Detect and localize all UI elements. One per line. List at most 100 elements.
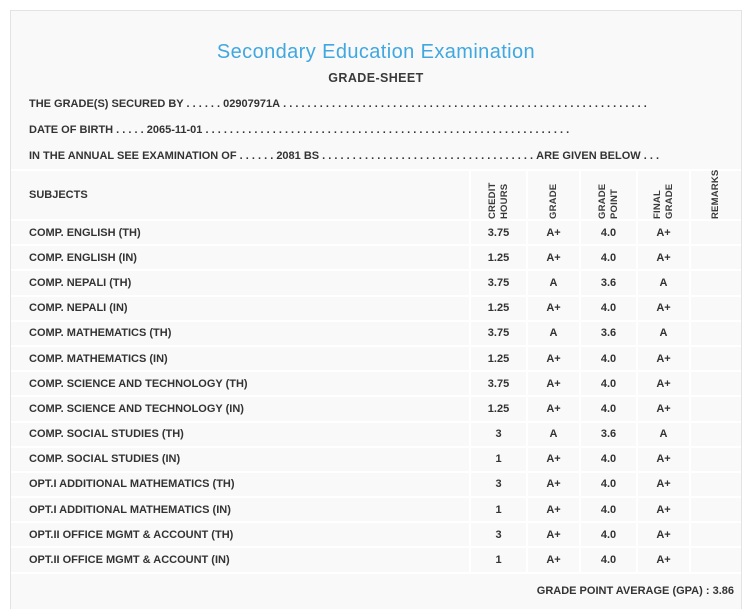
table-row: COMP. SCIENCE AND TECHNOLOGY (IN) 1.25 A… — [11, 397, 741, 423]
subject-cell: COMP. NEPALI (TH) — [29, 276, 132, 289]
table-row: OPT.I ADDITIONAL MATHEMATICS (TH) 3 A+ 4… — [11, 472, 741, 499]
grade-cell: A+ — [526, 472, 579, 497]
grade-point-cell: 4.0 — [579, 346, 636, 371]
grade-cell: A+ — [526, 296, 579, 320]
credit-hours-cell: 3.75 — [469, 271, 526, 295]
remarks-cell — [689, 221, 741, 245]
info-line-grades-secured-by: THE GRADE(S) SECURED BY . . . . . . 0290… — [29, 91, 659, 117]
grades-table: SUBJECTS CREDIT HOURS GRADE GRADE POINT … — [11, 169, 741, 608]
dot-leader: . . . . . . . . . . . . . . . . . . . . … — [322, 150, 536, 162]
credit-hours-cell: 1 — [469, 548, 526, 572]
credit-hours-rotated-label: CREDIT HOURS — [486, 182, 510, 219]
final-grade-cell: A — [636, 321, 689, 345]
credit-hours-cell: 1.25 — [469, 296, 526, 320]
dot-leader: . . . . . . . . . . . . . . . . . . . . … — [280, 98, 647, 110]
info-line-exam-year: IN THE ANNUAL SEE EXAMINATION OF . . . .… — [29, 143, 659, 169]
table-row: OPT.II OFFICE MGMT & ACCOUNT (TH) 3 A+ 4… — [11, 523, 741, 549]
gpa-footer: GRADE POINT AVERAGE (GPA) : 3.86 — [11, 574, 741, 608]
grade-point-rotated-label: GRADE POINT — [596, 183, 620, 219]
grade-cell: A+ — [526, 372, 579, 396]
grade-rotated-label: GRADE — [547, 183, 559, 219]
remarks-cell — [689, 397, 741, 421]
gpa-label: GRADE POINT AVERAGE (GPA) : — [536, 584, 713, 597]
subject-cell: COMP. SCIENCE AND TECHNOLOGY (IN) — [29, 402, 244, 415]
table-row: COMP. NEPALI (TH) 3.75 A 3.6 A — [11, 271, 741, 297]
remarks-cell — [689, 447, 741, 471]
date-of-birth-value: 2065-11-01 — [146, 124, 203, 136]
final-grade-cell: A+ — [636, 296, 689, 320]
credit-hours-cell: 1.25 — [469, 346, 526, 371]
grade-cell: A+ — [526, 246, 579, 270]
subjects-column-header: SUBJECTS — [29, 189, 88, 201]
grade-column-header: GRADE — [526, 171, 579, 219]
final-grade-cell: A+ — [636, 246, 689, 270]
subject-cell: COMP. ENGLISH (IN) — [29, 251, 137, 264]
remarks-cell — [689, 321, 741, 345]
grade-cell: A+ — [526, 397, 579, 421]
final-grade-cell: A+ — [636, 447, 689, 471]
remarks-cell — [689, 472, 741, 497]
grade-cell: A — [526, 422, 579, 446]
credit-hours-cell: 3.75 — [469, 221, 526, 245]
final-grade-cell: A — [636, 271, 689, 295]
remarks-cell — [689, 523, 741, 547]
info-line-date-of-birth: DATE OF BIRTH . . . . . 2065-11-01 . . .… — [29, 117, 659, 143]
grade-point-cell: 4.0 — [579, 372, 636, 396]
exam-year-value: 2081 BS — [276, 150, 320, 162]
dot-leader: . . . . . . . . . . . . . . . . . . . . … — [202, 124, 570, 136]
final-grade-cell: A+ — [636, 548, 689, 572]
grade-cell: A+ — [526, 447, 579, 471]
grade-point-cell: 4.0 — [579, 472, 636, 497]
final-grade-cell: A+ — [636, 221, 689, 245]
sheet-subtitle: GRADE-SHEET — [328, 71, 424, 85]
remarks-cell — [689, 422, 741, 446]
final-grade-rotated-label: FINAL GRADE — [651, 183, 675, 219]
final-grade-cell: A+ — [636, 346, 689, 371]
subject-cell: COMP. MATHEMATICS (IN) — [29, 352, 168, 365]
grade-cell: A+ — [526, 221, 579, 245]
table-row: COMP. NEPALI (IN) 1.25 A+ 4.0 A+ — [11, 296, 741, 322]
symbol-number-value: 02907971A — [223, 98, 281, 110]
grade-point-cell: 3.6 — [579, 271, 636, 295]
remarks-cell — [689, 548, 741, 572]
credit-hours-cell: 3 — [469, 472, 526, 497]
remarks-cell — [689, 271, 741, 295]
subject-cell: COMP. ENGLISH (TH) — [29, 226, 141, 239]
grade-point-cell: 4.0 — [579, 447, 636, 471]
remarks-cell — [689, 296, 741, 320]
subject-cell: OPT.I ADDITIONAL MATHEMATICS (IN) — [29, 503, 231, 516]
subject-cell: COMP. SCIENCE AND TECHNOLOGY (TH) — [29, 377, 248, 390]
final-grade-column-header: FINAL GRADE — [636, 171, 689, 219]
table-row: OPT.II OFFICE MGMT & ACCOUNT (IN) 1 A+ 4… — [11, 548, 741, 574]
grade-point-cell: 4.0 — [579, 246, 636, 270]
grade-sheet-page: Secondary Education Examination GRADE-SH… — [10, 10, 742, 609]
credit-hours-cell: 1.25 — [469, 397, 526, 421]
credit-hours-cell: 3 — [469, 523, 526, 547]
table-row: COMP. SCIENCE AND TECHNOLOGY (TH) 3.75 A… — [11, 372, 741, 398]
grade-point-cell: 4.0 — [579, 498, 636, 522]
final-grade-cell: A+ — [636, 372, 689, 396]
info-label: IN THE ANNUAL SEE EXAMINATION OF . . . .… — [29, 150, 277, 162]
subject-cell: OPT.II OFFICE MGMT & ACCOUNT (TH) — [29, 528, 234, 541]
grade-point-cell: 4.0 — [579, 548, 636, 572]
candidate-info: THE GRADE(S) SECURED BY . . . . . . 0290… — [11, 91, 741, 169]
grade-cell: A+ — [526, 498, 579, 522]
remarks-rotated-label: REMARKS — [710, 169, 722, 219]
info-label: THE GRADE(S) SECURED BY . . . . . . — [29, 98, 224, 110]
grade-cell: A — [526, 321, 579, 345]
subject-cell: COMP. SOCIAL STUDIES (IN) — [29, 453, 181, 466]
grade-cell: A+ — [526, 346, 579, 371]
credit-hours-cell: 1 — [469, 447, 526, 471]
credit-hours-cell: 3 — [469, 422, 526, 446]
credit-hours-column-header: CREDIT HOURS — [469, 171, 526, 219]
table-row: OPT.I ADDITIONAL MATHEMATICS (IN) 1 A+ 4… — [11, 498, 741, 524]
subject-cell: COMP. SOCIAL STUDIES (TH) — [29, 428, 184, 441]
page-title: Secondary Education Examination — [216, 41, 536, 63]
grade-point-cell: 4.0 — [579, 397, 636, 421]
grade-point-cell: 4.0 — [579, 296, 636, 320]
credit-hours-cell: 3.75 — [469, 372, 526, 396]
grade-point-cell: 3.6 — [579, 422, 636, 446]
subject-cell: OPT.II OFFICE MGMT & ACCOUNT (IN) — [29, 554, 230, 567]
remarks-cell — [689, 246, 741, 270]
grade-point-cell: 4.0 — [579, 523, 636, 547]
